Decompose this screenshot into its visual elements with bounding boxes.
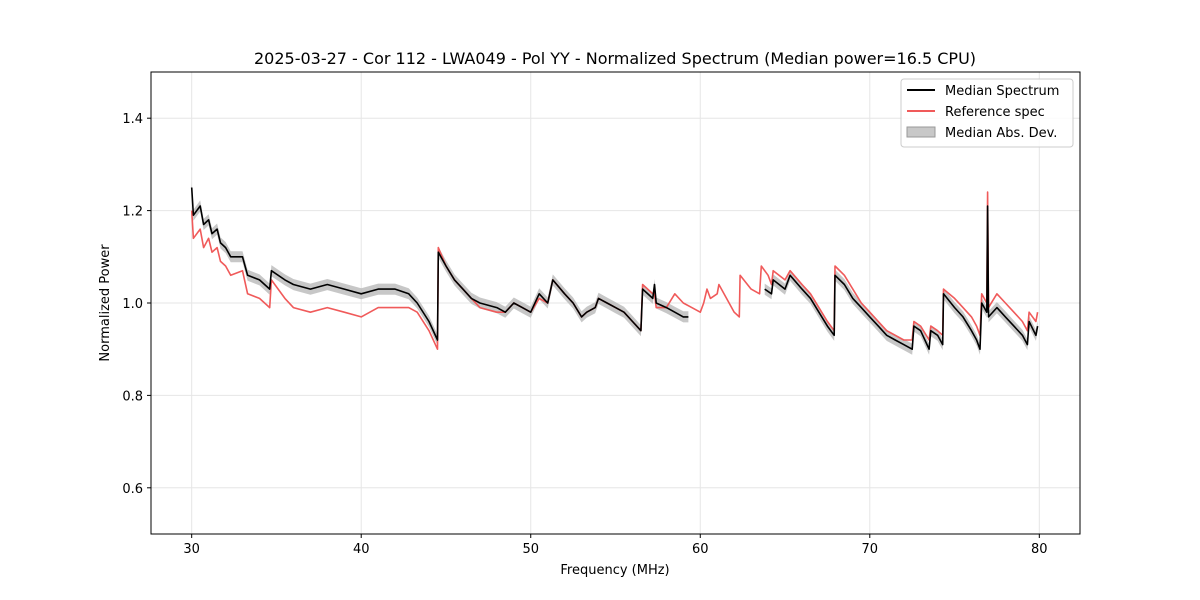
y-tick-label: 1.2 — [122, 205, 143, 220]
median-spectrum-line — [764, 205, 1039, 350]
x-tick-label: 60 — [692, 542, 709, 557]
median-spectrum-layer — [190, 187, 1039, 350]
x-tick-label: 70 — [862, 542, 879, 557]
legend: Median Spectrum Reference spec Median Ab… — [900, 78, 1074, 148]
x-tick-label: 80 — [1031, 542, 1048, 557]
x-axis: 30 40 50 60 70 80 — [183, 534, 1048, 557]
legend-box — [900, 78, 1074, 148]
median-spectrum-line — [190, 187, 689, 341]
legend-label-mad: Median Abs. Dev. — [945, 126, 1057, 141]
x-axis-label: Frequency (MHz) — [560, 563, 669, 578]
y-tick-label: 0.8 — [122, 389, 143, 404]
y-tick-label: 1.4 — [122, 112, 143, 127]
y-tick-label: 1.0 — [122, 297, 143, 312]
plot-area — [190, 182, 1039, 355]
legend-label-reference: Reference spec — [945, 105, 1045, 120]
x-tick-label: 50 — [522, 542, 539, 557]
legend-label-median: Median Spectrum — [945, 84, 1059, 99]
y-axis-label: Normalized Power — [98, 244, 113, 362]
y-tick-label: 0.6 — [122, 482, 143, 497]
reference-spectrum-layer — [190, 191, 1039, 350]
legend-swatch-mad — [906, 126, 936, 138]
x-tick-label: 40 — [353, 542, 370, 557]
reference-spectrum-line — [190, 191, 1039, 350]
x-tick-label: 30 — [183, 542, 200, 557]
y-axis: 0.6 0.8 1.0 1.2 1.4 — [122, 112, 151, 497]
chart-title: 2025-03-27 - Cor 112 - LWA049 - Pol YY -… — [254, 49, 976, 68]
